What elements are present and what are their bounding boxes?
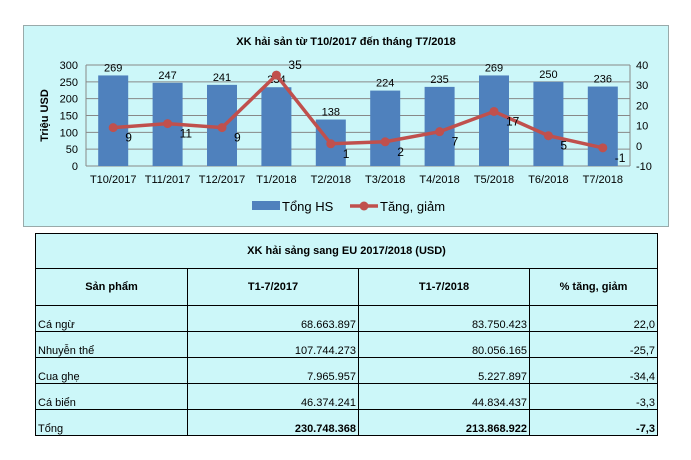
bar [98, 75, 129, 166]
line-label: 9 [125, 131, 132, 145]
bar [261, 87, 292, 166]
bar [587, 86, 618, 166]
header-product: Sản phẩm [35, 268, 188, 306]
product-cell: Tổng [35, 409, 188, 436]
legend-bar-label: Tổng HS [282, 199, 334, 214]
y-tick-label: 100 [60, 127, 78, 139]
product-cell: Nhuyễn thể [35, 331, 188, 358]
change-cell: 22,0 [529, 305, 658, 332]
bar [479, 75, 509, 166]
line-label: 11 [180, 127, 193, 141]
bar-label: 236 [594, 74, 612, 86]
bar-label: 241 [213, 72, 231, 84]
y-tick-label: 50 [66, 144, 78, 156]
bar-label: 224 [376, 78, 394, 90]
bar-label: 269 [485, 62, 503, 74]
bar-label: 247 [158, 70, 176, 82]
line-point [598, 143, 608, 153]
legend-line-label: Tăng, giảm [380, 199, 445, 214]
y-tick-label: 150 [60, 111, 78, 123]
value-2018-cell: 83.750.423 [358, 305, 530, 332]
x-tick-label: T11/2017 [145, 174, 191, 186]
chart-svg: XK hải sản từ T10/2017 đến tháng T7/2018… [39, 36, 652, 214]
line-point [543, 131, 553, 141]
eu-export-table: XK hải sảng sang EU 2017/2018 (USD) Sản … [35, 233, 658, 436]
line-label: 5 [560, 139, 567, 153]
bar-label: 138 [322, 107, 340, 119]
x-tick-label: T4/2018 [419, 174, 459, 186]
change-cell: -7,3 [529, 409, 658, 436]
x-tick-label: T12/2017 [199, 174, 245, 186]
bar [533, 81, 564, 166]
table-row: Cá ngừ 68.663.897 83.750.423 22,0 [35, 305, 658, 332]
y2-tick-label: -10 [636, 161, 652, 173]
line-point [326, 139, 336, 149]
table-row: Cá biển 46.374.241 44.834.437 -3,3 [35, 383, 658, 410]
header-change: % tăng, giảm [529, 268, 658, 306]
table-row: Tổng 230.748.368 213.868.922 -7,3 [35, 409, 658, 436]
table-row: Cua ghẹ 7.965.957 5.227.897 -34,4 [35, 357, 658, 384]
line-label: 7 [452, 135, 459, 149]
y2-tick-label: 40 [636, 60, 648, 72]
table-title: XK hải sảng sang EU 2017/2018 (USD) [35, 233, 658, 269]
change-cell: -34,4 [529, 357, 658, 384]
line-label: 2 [397, 145, 404, 159]
product-cell: Cá biển [35, 383, 188, 410]
line-point [108, 123, 118, 133]
line-label: 17 [506, 114, 520, 128]
line-label: 35 [288, 58, 302, 72]
line-point [163, 119, 173, 129]
header-2018: T1-7/2018 [358, 268, 530, 306]
value-2017-cell: 7.965.957 [187, 357, 359, 384]
y2-tick-label: 30 [636, 80, 648, 92]
line-label: 1 [343, 147, 350, 161]
table-row: Nhuyễn thể 107.744.273 80.056.165 -25,7 [35, 331, 658, 358]
y2-tick-label: 0 [636, 141, 642, 153]
x-tick-label: T3/2018 [365, 174, 405, 186]
line-series [113, 72, 604, 150]
x-tick-label: T7/2018 [583, 174, 623, 186]
header-2017: T1-7/2017 [187, 268, 359, 306]
product-cell: Cua ghẹ [35, 357, 188, 384]
y-tick-label: 300 [60, 60, 78, 72]
y-tick-label: 250 [60, 77, 78, 89]
y-tick-label: 200 [60, 94, 78, 106]
bar-label: 235 [430, 74, 448, 86]
line-label: -1 [615, 151, 626, 165]
legend-line-marker [359, 201, 369, 211]
value-2018-cell: 5.227.897 [358, 357, 530, 384]
line-point [271, 70, 281, 80]
line-point [435, 127, 445, 137]
line-point [489, 106, 499, 116]
x-tick-label: T1/2018 [256, 174, 296, 186]
x-tick-label: T10/2017 [90, 174, 136, 186]
value-2017-cell: 46.374.241 [187, 383, 359, 410]
change-cell: -3,3 [529, 383, 658, 410]
x-tick-label: T5/2018 [474, 174, 514, 186]
value-2017-cell: 68.663.897 [187, 305, 359, 332]
y-tick-label: 0 [72, 161, 78, 173]
chart-title: XK hải sản từ T10/2017 đến tháng T7/2018 [236, 36, 456, 48]
y-axis-label: Triệu USD [39, 89, 51, 142]
value-2018-cell: 80.056.165 [358, 331, 530, 358]
value-2018-cell: 213.868.922 [358, 409, 530, 436]
value-2018-cell: 44.834.437 [358, 383, 530, 410]
line-label: 9 [234, 131, 241, 145]
x-tick-label: T2/2018 [311, 174, 351, 186]
value-2017-cell: 107.744.273 [187, 331, 359, 358]
y2-tick-label: 10 [636, 121, 648, 133]
change-cell: -25,7 [529, 331, 658, 358]
product-cell: Cá ngừ [35, 305, 188, 332]
bar-label: 250 [539, 69, 557, 81]
value-2017-cell: 230.748.368 [187, 409, 359, 436]
y2-tick-label: 20 [636, 100, 648, 112]
line-point [217, 123, 227, 133]
combo-chart: XK hải sản từ T10/2017 đến tháng T7/2018… [23, 25, 669, 227]
bar-label: 269 [104, 62, 122, 74]
line-point [380, 137, 390, 147]
bar [370, 90, 401, 166]
legend-bar-swatch [252, 201, 280, 210]
x-tick-label: T6/2018 [528, 174, 568, 186]
